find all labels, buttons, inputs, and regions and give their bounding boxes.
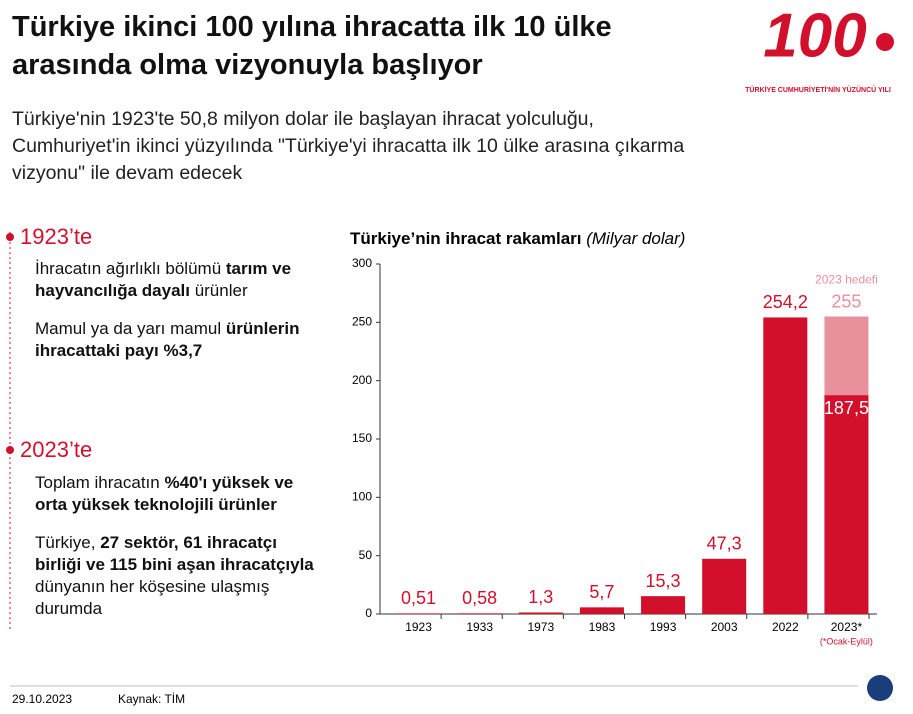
timeline-dot <box>6 233 14 241</box>
logo-caption: TÜRKİYE CUMHURİYETİ'NİN YÜZÜNCÜ YILI <box>745 85 891 94</box>
x-tick-label: 1973 <box>527 620 554 634</box>
y-tick-label: 0 <box>365 606 372 620</box>
y-tick-label: 300 <box>352 256 372 270</box>
x-tick-label: 1933 <box>466 620 493 634</box>
y-tick-label: 100 <box>352 490 372 504</box>
chart-unit: (Milyar dolar) <box>586 229 685 248</box>
value-label: 187,5 <box>824 398 869 418</box>
section-heading: 1923’te <box>20 224 93 249</box>
value-label: 254,2 <box>763 292 808 312</box>
logo: 100 <box>763 1 866 70</box>
y-tick-label: 50 <box>359 548 373 562</box>
paragraph: Mamul ya da yarı mamul ürünlerin ihracat… <box>35 318 325 362</box>
text-span: tarım ve hayvancılığa dayalı <box>35 259 292 300</box>
bar <box>702 558 747 614</box>
bar <box>396 613 441 614</box>
x-tick-label: 1993 <box>650 620 677 634</box>
value-label: 0,51 <box>401 588 436 608</box>
section-heading: 2023’te <box>20 437 93 462</box>
paragraph: İhracatın ağırlıklı bölümü tarım ve hayv… <box>35 258 325 302</box>
text-span: ürünlerin ihracattaki payı %3,7 <box>35 319 300 360</box>
paragraph: Toplam ihracatın %40'ı yüksek ve orta yü… <box>35 472 325 516</box>
text-span: Mamul ya da yarı mamul <box>35 319 226 338</box>
paragraph: Türkiye, 27 sektör, 61 ihracatçı birliği… <box>35 532 325 620</box>
logo-star <box>876 33 894 51</box>
value-label: 1,3 <box>528 587 553 607</box>
y-tick-label: 200 <box>352 373 372 387</box>
chart-title: Türkiye’nin ihracat rakamları (Milyar do… <box>350 229 685 248</box>
subtitle: Türkiye'nin 1923'te 50,8 milyon dolar il… <box>12 108 685 184</box>
bar <box>518 612 563 614</box>
bar <box>763 317 808 614</box>
x-tick-label: 2022 <box>772 620 799 634</box>
text-span: Toplam ihracatın <box>35 473 165 492</box>
x-tick-label: 2003 <box>711 620 738 634</box>
target-value-label: 255 <box>831 291 861 311</box>
bar <box>579 607 624 614</box>
y-tick-label: 250 <box>352 315 372 329</box>
chart-title: Türkiye’nin ihracat rakamları <box>350 229 582 248</box>
value-label: 47,3 <box>707 534 742 554</box>
text-span: Türkiye, <box>35 533 101 552</box>
bar <box>641 596 686 614</box>
value-label: 15,3 <box>646 571 681 591</box>
x-tick-label: 1983 <box>589 620 616 634</box>
value-label: 0,58 <box>462 588 497 608</box>
text-span: %40'ı yüksek ve orta yüksek teknolojili … <box>35 473 294 514</box>
footer-source: Kaynak: TİM <box>118 692 185 706</box>
target-label: 2023 hedefi <box>815 273 878 287</box>
footer-date: 29.10.2023 <box>12 692 72 706</box>
text-span: İhracatın ağırlıklı bölümü <box>35 259 226 278</box>
agency-logo <box>867 675 893 701</box>
bar <box>824 395 869 614</box>
text-span: dünyanın her köşesine ulaşmış durumda <box>35 577 270 618</box>
value-label: 5,7 <box>589 582 614 602</box>
text-span: ürünler <box>189 281 248 300</box>
y-tick-label: 150 <box>352 431 372 445</box>
timeline-dot <box>6 446 14 454</box>
text-span: 27 sektör, 61 ihracatçı birliği ve 115 b… <box>35 533 314 574</box>
title: Türkiye ikinci 100 yılına ihracatta ilk … <box>12 11 612 81</box>
bar <box>457 613 502 614</box>
x-tick-label: 2023* <box>831 620 863 634</box>
note: (*Ocak-Eylül) <box>820 636 873 646</box>
x-tick-label: 1923 <box>405 620 432 634</box>
